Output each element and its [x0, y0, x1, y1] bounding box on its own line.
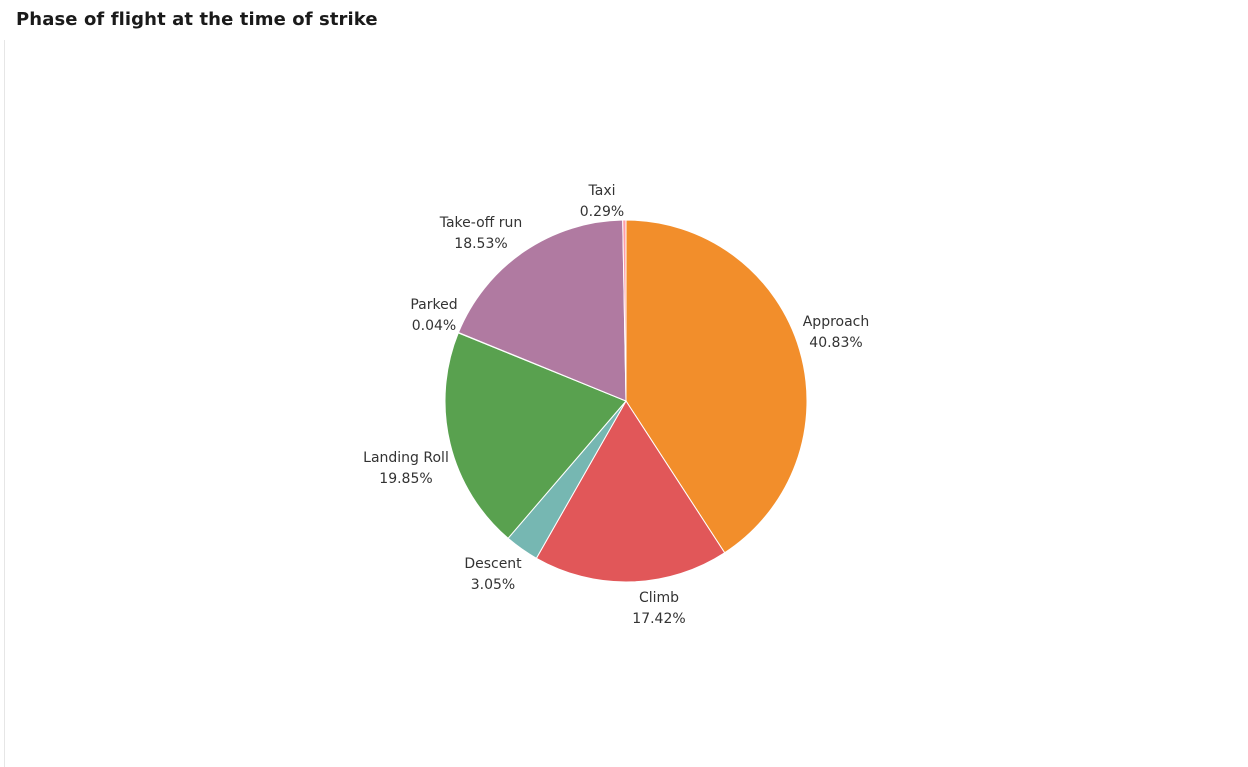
pie-labels: Approach 40.83% Climb 17.42% Descent 3.05% Lan…	[363, 183, 869, 627]
pie-slice-approach[interactable]	[625, 219, 808, 554]
pie-slices	[444, 219, 808, 583]
slice-name-label: Approach	[803, 314, 870, 330]
slice-name-label: Landing Roll	[363, 450, 449, 466]
pane-divider	[4, 40, 5, 767]
slice-value-label: 19.85%	[379, 471, 432, 487]
slice-value-label: 0.29%	[580, 204, 624, 220]
chart-title: Phase of flight at the time of strike	[16, 9, 378, 30]
pie-slice-take-off-run[interactable]	[457, 219, 627, 402]
pie-slice-taxi[interactable]	[622, 219, 627, 402]
slice-name-label: Taxi	[588, 183, 616, 199]
slice-value-label: 17.42%	[632, 611, 685, 627]
slice-value-label: 18.53%	[454, 236, 507, 252]
slice-value-label: 3.05%	[471, 577, 515, 593]
pie-slice-landing-roll[interactable]	[444, 332, 627, 540]
slice-value-label: 40.83%	[809, 335, 862, 351]
slice-name-label: Descent	[464, 556, 522, 572]
slice-name-label: Parked	[410, 297, 457, 313]
pie-slice-climb[interactable]	[535, 400, 726, 583]
slice-name-label: Take-off run	[439, 215, 523, 231]
slice-value-label: 0.04%	[412, 318, 456, 334]
slice-name-label: Climb	[639, 590, 679, 606]
